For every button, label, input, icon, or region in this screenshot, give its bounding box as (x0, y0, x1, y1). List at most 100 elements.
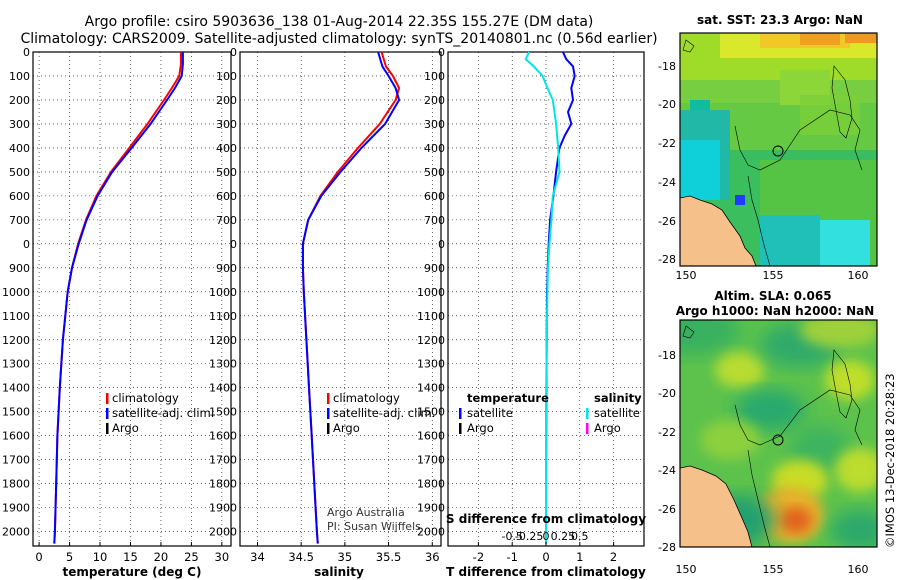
salinity-series (301, 51, 401, 544)
depth-tick-label: 1500 (2, 406, 30, 419)
depth-tick-label: 1600 (209, 430, 237, 443)
sla-map-subtitle: Argo h1000: NaN h2000: NaN (676, 304, 875, 318)
depth-tick-label: 600 (9, 190, 30, 203)
sst-xtick: 160 (848, 269, 869, 282)
depth-tick-label: 1400 (209, 382, 237, 395)
sla-coastline (680, 465, 753, 547)
imos-credit: ©IMOS 13-Dec-2018 20:28:23 (883, 373, 897, 548)
depth-tick-label: 1200 (417, 334, 445, 347)
salinity-legend: climatology satellite-adj. clim. Argo (327, 391, 435, 435)
sla-ytick: -26 (658, 503, 676, 516)
temperature-x-ticks: 0 5 10 15 20 25 30 (35, 542, 229, 564)
difference-xlabel: T difference from climatology (446, 565, 646, 579)
legend-salinity-title: salinity (594, 391, 642, 405)
sla-frame (679, 319, 878, 548)
depth-tick-label: 600 (424, 190, 445, 203)
legend-s-argo-swatch (586, 423, 589, 434)
x-tick-label: -1 (506, 550, 517, 564)
difference-series (524, 51, 576, 544)
sst-land-mass (680, 196, 756, 266)
depth-tick-label: 1500 (417, 406, 445, 419)
sst-argo-location (772, 145, 784, 157)
depth-tick-label: 1900 (417, 502, 445, 515)
header-title: Argo profile: csiro 5903636_138 01-Aug-2… (85, 14, 594, 30)
depth-tick-label: 400 (9, 142, 30, 155)
x-tick-label: 15 (123, 550, 138, 564)
sla-ytick: -20 (658, 387, 676, 400)
x-tick-label: 2 (610, 550, 617, 564)
sla-xtick: 150 (676, 563, 697, 576)
sla-y-ticks: -18 -20 -22 -24 -26 -28 (658, 349, 676, 554)
legend-temperature-title: temperature (467, 391, 549, 405)
legend-climatology-label: climatology (333, 391, 400, 405)
depth-tick-label: 1100 (417, 310, 445, 323)
depth-tick-label: 1100 (209, 310, 237, 323)
depth-tick-label: 1000 (209, 286, 237, 299)
x-tick-label: 25 (184, 550, 199, 564)
x-tick-label: 10 (93, 550, 108, 564)
sla-land-mass (680, 466, 752, 547)
depth-tick-label: 1300 (209, 358, 237, 371)
series-satellite-adj-clim- (301, 51, 401, 544)
depth-tick-label: 1200 (2, 334, 30, 347)
sst-ytick: -18 (658, 60, 676, 73)
legend-t-satellite-label: satellite (467, 406, 513, 420)
depth-tick-label: 1300 (417, 358, 445, 371)
depth-tick-label: 1000 (417, 286, 445, 299)
sla-ytick: -28 (658, 541, 676, 554)
series-satellite-adj-clim- (53, 52, 184, 544)
salinity-frame (239, 51, 442, 547)
sst-ytick: -20 (658, 98, 676, 111)
depth-tick-label: 700 (424, 214, 445, 227)
depth-tick-label: 0 (23, 46, 30, 59)
difference-panel: -2 -1 0 1 2 -0.5-0.25 0 0.250.5 T difference f… (446, 51, 646, 579)
sst-ytick: -22 (658, 137, 676, 150)
legend-s-argo-label: Argo (594, 421, 621, 435)
legend-satellite-swatch (106, 408, 109, 419)
sst-map-title: sat. SST: 23.3 Argo: NaN (697, 13, 863, 27)
depth-tick-label: 900 (9, 262, 30, 275)
depth-tick-label: 1000 (2, 286, 30, 299)
temperature-legend: climatology satellite-adj. clim. Argo (106, 391, 214, 435)
depth-tick-label: 1800 (2, 478, 30, 491)
difference-s-xlabel: S difference from climatology (446, 512, 646, 526)
depth-tick-label: 1800 (209, 478, 237, 491)
x-tick-label: 34 (250, 550, 265, 564)
sst-x-ticks: 150 155 160 (676, 269, 869, 282)
depth-tick-label: 2000 (2, 526, 30, 539)
depth-tick-label: 1600 (2, 430, 30, 443)
sst-field (680, 33, 877, 266)
legend-climatology-swatch (106, 393, 109, 404)
legend-argo-swatch (327, 423, 330, 434)
depth-tick-label: 1700 (209, 454, 237, 467)
s-tick-label: -0.25 (515, 530, 543, 543)
sla-ytick: -18 (658, 349, 676, 362)
sst-xtick: 150 (676, 269, 697, 282)
x-tick-label: 1 (576, 550, 583, 564)
salinity-panel: 34 34.5 35 35.5 36 salinity climatology sate… (239, 51, 442, 579)
depth-tick-label: 700 (9, 214, 30, 227)
legend-satellite-label: satellite-adj. clim. (333, 406, 435, 420)
depth-tick-label: 100 (9, 70, 30, 83)
depth-tick-label: 1200 (209, 334, 237, 347)
salinity-x-ticks: 34 34.5 35 35.5 36 (250, 542, 440, 564)
s-tick-label: 0 (543, 530, 550, 543)
sla-isobath (682, 325, 863, 547)
depth-tick-label: 400 (216, 142, 237, 155)
temperature-panel: 0 5 10 15 20 25 30 temperature (deg C) climato… (32, 51, 232, 579)
legend-t-satellite-swatch (459, 408, 462, 419)
sla-argo-location (772, 434, 784, 446)
series-climatology (53, 52, 182, 544)
difference-legend: temperature satellite Argo salinity sate… (459, 391, 642, 435)
sst-map: sat. SST: 23.3 Argo: NaN (658, 13, 878, 282)
depth-tick-label: 1900 (2, 502, 30, 515)
x-tick-label: 36 (425, 550, 440, 564)
x-tick-label: 0 (542, 550, 549, 564)
depth-tick-label: 0 (23, 238, 30, 251)
depth-tick-label: 2000 (209, 526, 237, 539)
x-tick-label: 0 (35, 550, 42, 564)
difference-s-ticks: -0.5-0.25 0 0.250.5 (501, 530, 588, 543)
depth-tick-label: 1700 (2, 454, 30, 467)
s-tick-label: 0.25 (551, 530, 576, 543)
legend-climatology-label: climatology (112, 391, 179, 405)
